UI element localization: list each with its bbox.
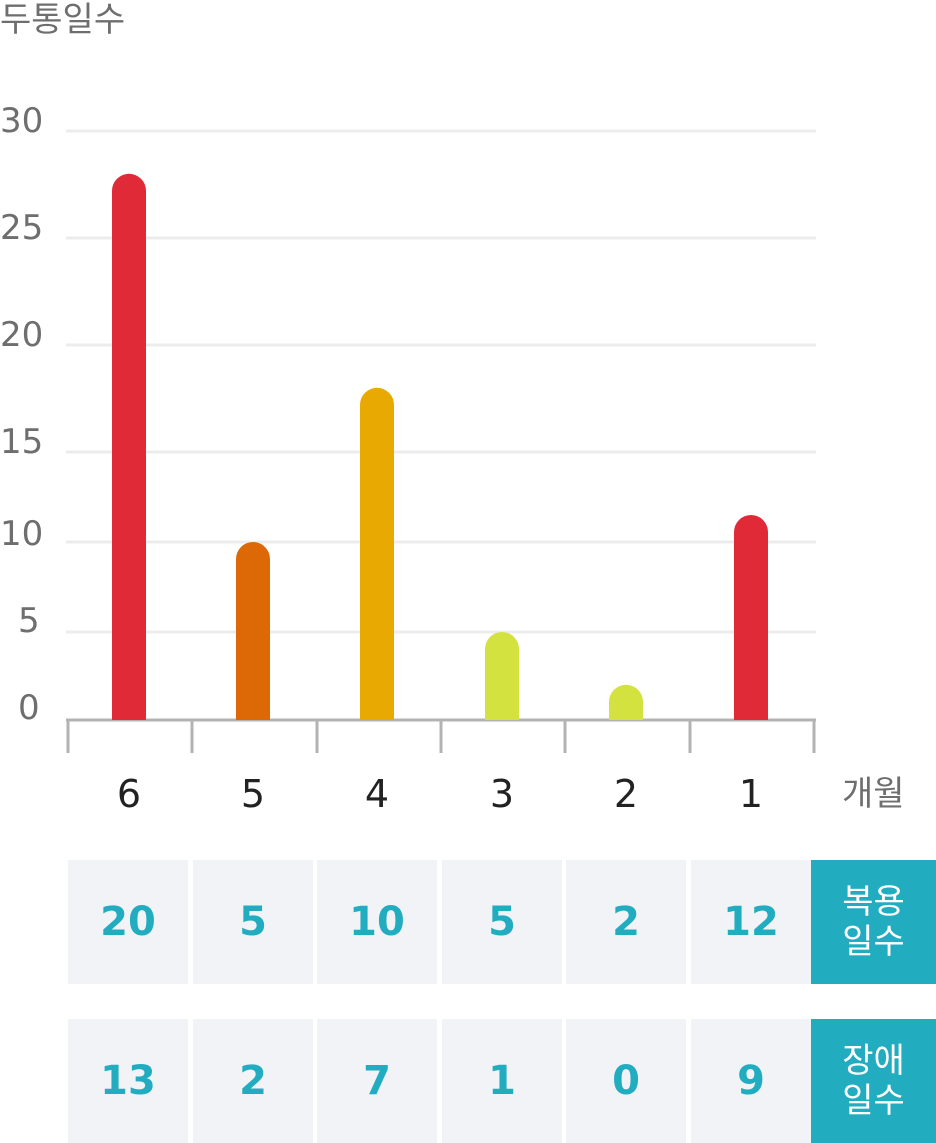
table-cell: 10 (317, 860, 437, 984)
table-cell: 2 (566, 860, 686, 984)
y-tick-30: 30 (0, 101, 44, 141)
table-row-disability-days: 13 2 7 1 0 9 장애 일수 (68, 1019, 936, 1143)
bar-month-1 (734, 515, 768, 720)
row-header-dosage-days: 복용 일수 (811, 860, 936, 984)
x-tick-2: 2 (613, 772, 639, 816)
table-row-dosage-days: 20 5 10 5 2 12 복용 일수 (68, 860, 936, 984)
table-cell: 5 (193, 860, 313, 984)
table-cell: 7 (317, 1019, 437, 1143)
table-cell: 12 (691, 860, 811, 984)
table-cell: 5 (442, 860, 562, 984)
x-tick-6: 6 (116, 772, 142, 816)
x-tick-1: 1 (738, 772, 764, 816)
y-tick-20: 20 (0, 315, 44, 355)
bar-chart (66, 129, 816, 753)
table-cell: 1 (442, 1019, 562, 1143)
y-tick-25: 25 (0, 208, 44, 248)
table-cell: 0 (566, 1019, 686, 1143)
bar-month-4 (360, 387, 394, 720)
bar-month-2 (609, 684, 643, 720)
y-tick-5: 5 (18, 601, 40, 641)
y-tick-10: 10 (0, 514, 44, 554)
y-axis-label: 두통일수 (0, 0, 126, 40)
row-header-line: 일수 (842, 922, 905, 962)
x-tick-4: 4 (364, 772, 390, 816)
table-cell: 2 (193, 1019, 313, 1143)
bar-month-6 (112, 173, 146, 720)
row-header-disability-days: 장애 일수 (811, 1019, 936, 1143)
row-header-line: 장애 (842, 1041, 905, 1081)
row-header-line: 일수 (842, 1081, 905, 1121)
table-cell: 9 (691, 1019, 811, 1143)
bar-month-5 (236, 542, 270, 720)
y-tick-0: 0 (18, 688, 40, 728)
y-tick-15: 15 (0, 422, 44, 462)
x-axis-unit-label: 개월 (842, 774, 905, 814)
table-cell: 20 (68, 860, 188, 984)
table-cell: 13 (68, 1019, 188, 1143)
bar-month-3 (485, 632, 519, 720)
x-tick-5: 5 (240, 772, 266, 816)
row-header-line: 복용 (842, 882, 905, 922)
x-tick-3: 3 (489, 772, 515, 816)
